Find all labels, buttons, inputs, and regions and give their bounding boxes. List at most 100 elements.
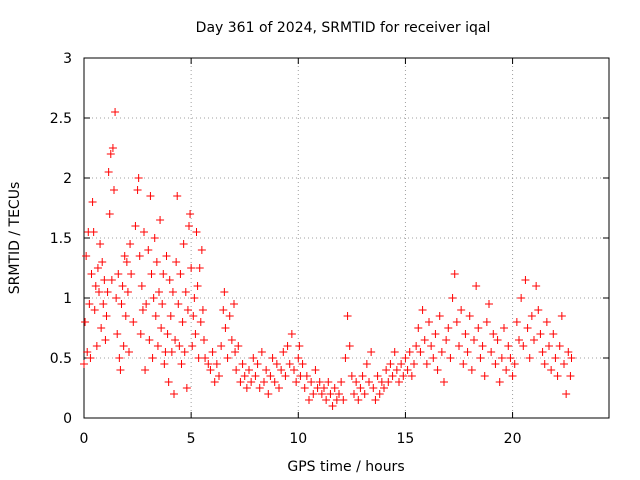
data-point <box>86 354 95 362</box>
data-point <box>157 324 166 332</box>
data-point <box>187 264 196 272</box>
data-point <box>231 348 240 356</box>
data-point <box>401 354 410 362</box>
data-point <box>390 348 399 356</box>
data-point <box>147 270 156 278</box>
data-point <box>388 372 397 380</box>
data-point <box>102 312 111 320</box>
data-point <box>96 240 105 248</box>
data-point <box>545 342 553 350</box>
data-point <box>480 372 489 380</box>
data-point <box>255 384 264 392</box>
data-point <box>416 348 425 356</box>
data-point <box>236 378 245 386</box>
data-point <box>317 390 326 398</box>
data-point <box>87 270 96 278</box>
data-point <box>354 396 363 404</box>
data-point <box>285 360 294 368</box>
data-point <box>352 378 361 386</box>
y-tick-label: 2.5 <box>50 111 72 127</box>
data-point <box>320 384 328 392</box>
data-point <box>100 276 109 284</box>
data-point <box>85 300 94 308</box>
data-point <box>176 270 185 278</box>
data-point <box>356 384 365 392</box>
y-tick-label: 0 <box>63 411 72 427</box>
data-point <box>165 276 174 284</box>
data-point <box>151 312 160 320</box>
data-point <box>294 354 303 362</box>
data-point <box>328 402 337 410</box>
data-point <box>198 306 207 314</box>
data-point <box>414 324 423 332</box>
data-point <box>152 258 161 266</box>
data-point <box>397 360 406 368</box>
data-point <box>173 192 182 200</box>
data-point <box>315 378 324 386</box>
data-point <box>542 318 551 326</box>
data-point <box>195 264 204 272</box>
data-point <box>292 378 301 386</box>
x-tick-label: 5 <box>187 431 196 447</box>
data-point <box>345 342 354 350</box>
data-point <box>103 288 112 296</box>
data-point <box>122 258 131 266</box>
data-point <box>98 258 107 266</box>
data-point <box>405 348 414 356</box>
data-point <box>123 288 132 296</box>
data-point <box>234 342 243 350</box>
data-point <box>206 366 215 374</box>
data-point <box>283 342 292 350</box>
data-point <box>519 342 528 350</box>
data-point <box>183 306 192 314</box>
tick-marks <box>83 57 609 419</box>
data-point <box>93 264 102 272</box>
data-point <box>95 288 103 296</box>
data-point <box>275 384 283 392</box>
data-point <box>281 372 290 380</box>
data-point <box>373 372 382 380</box>
data-point <box>463 348 472 356</box>
data-point <box>133 186 142 194</box>
data-point <box>335 390 343 398</box>
data-point <box>515 336 523 344</box>
data-point <box>362 360 371 368</box>
y-tick-label: 2 <box>63 171 72 187</box>
data-point <box>164 378 173 386</box>
data-point <box>141 366 150 374</box>
data-point <box>217 342 226 350</box>
data-point <box>491 360 500 368</box>
data-point <box>163 330 172 338</box>
data-point <box>192 228 201 236</box>
data-point <box>249 354 258 362</box>
data-point <box>208 348 217 356</box>
data-point <box>324 378 333 386</box>
data-point <box>547 366 556 374</box>
data-point <box>380 384 388 392</box>
data-point <box>369 384 378 392</box>
chart-title: Day 361 of 2024, SRMTID for receiver iqa… <box>196 20 491 36</box>
data-point <box>287 330 296 338</box>
data-point <box>487 348 496 356</box>
data-point <box>245 366 253 374</box>
data-point <box>264 390 273 398</box>
data-point <box>395 378 403 386</box>
x-tick-label: 20 <box>504 431 522 447</box>
data-point <box>493 336 502 344</box>
data-point <box>146 192 155 200</box>
data-point <box>431 330 440 338</box>
data-point <box>196 318 205 326</box>
y-tick-label: 1.5 <box>50 231 72 247</box>
data-point <box>339 396 348 404</box>
data-point <box>120 252 129 260</box>
data-point <box>295 342 304 350</box>
data-point <box>257 348 266 356</box>
x-axis-label: GPS time / hours <box>287 459 404 475</box>
y-tick-label: 3 <box>63 51 72 67</box>
data-point <box>118 282 127 290</box>
data-point <box>375 390 384 398</box>
data-point <box>240 372 249 380</box>
data-point <box>186 210 195 218</box>
data-point <box>107 276 116 284</box>
data-point <box>521 276 530 284</box>
